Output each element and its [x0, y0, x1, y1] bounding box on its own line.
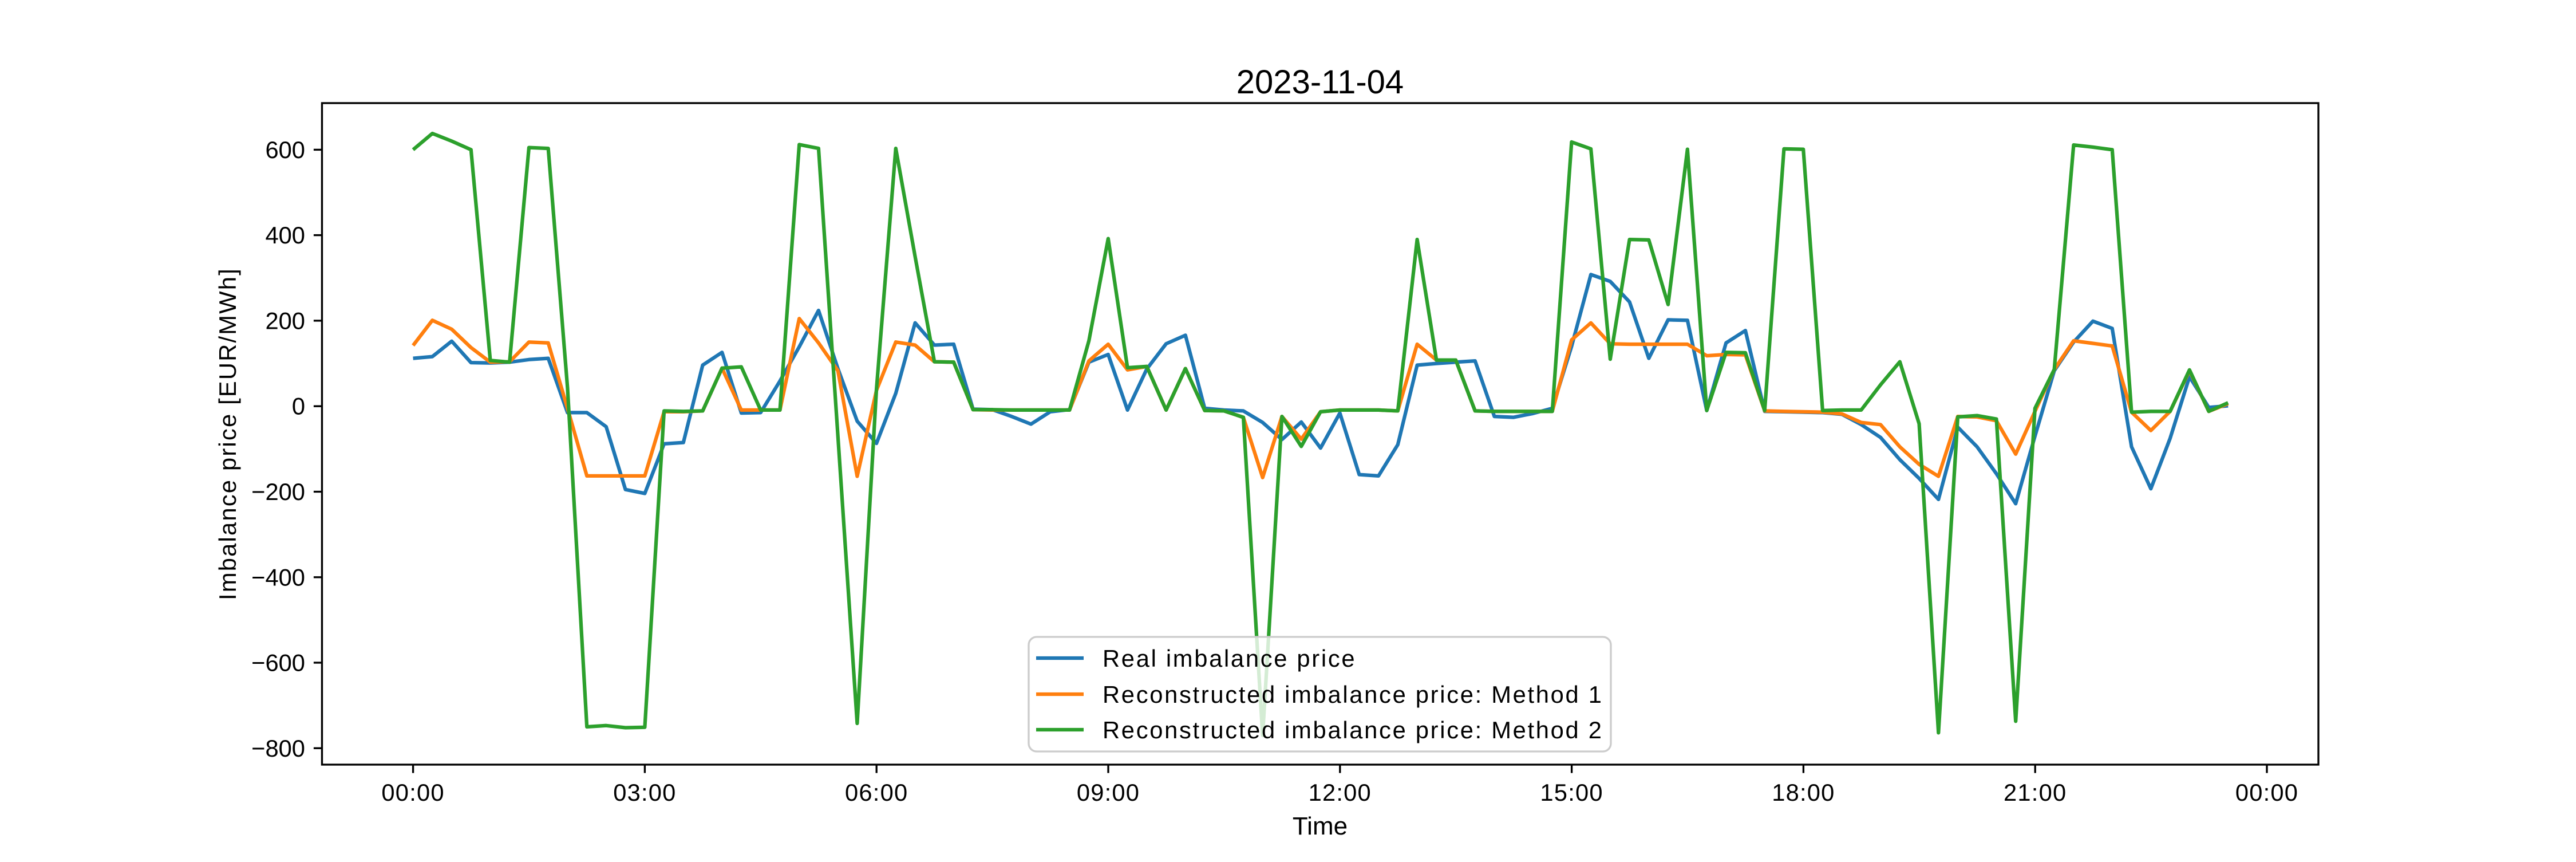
- svg-text:Real imbalance price: Real imbalance price: [1103, 645, 1356, 672]
- svg-text:18:00: 18:00: [1772, 779, 1835, 806]
- svg-text:12:00: 12:00: [1309, 779, 1372, 806]
- svg-text:2023-11-04: 2023-11-04: [1236, 64, 1404, 101]
- svg-text:0: 0: [292, 393, 305, 420]
- svg-text:03:00: 03:00: [613, 779, 676, 806]
- svg-text:Imbalance price [EUR/MWh]: Imbalance price [EUR/MWh]: [214, 267, 241, 600]
- svg-text:200: 200: [265, 307, 305, 334]
- svg-text:−600: −600: [251, 650, 305, 676]
- svg-text:21:00: 21:00: [2004, 779, 2067, 806]
- svg-text:400: 400: [265, 222, 305, 249]
- svg-text:−800: −800: [251, 735, 305, 762]
- svg-text:−200: −200: [251, 478, 305, 505]
- svg-text:600: 600: [265, 136, 305, 163]
- svg-text:Reconstructed imbalance price:: Reconstructed imbalance price: Method 1: [1103, 681, 1603, 708]
- svg-text:15:00: 15:00: [1540, 779, 1603, 806]
- svg-text:Reconstructed imbalance price:: Reconstructed imbalance price: Method 2: [1103, 717, 1603, 743]
- svg-text:00:00: 00:00: [2235, 779, 2298, 806]
- svg-text:00:00: 00:00: [381, 779, 444, 806]
- svg-text:09:00: 09:00: [1077, 779, 1140, 806]
- svg-text:06:00: 06:00: [845, 779, 908, 806]
- svg-text:−400: −400: [251, 564, 305, 591]
- svg-text:Time: Time: [1293, 812, 1348, 840]
